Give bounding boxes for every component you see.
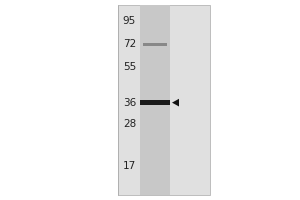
Bar [143, 43, 167, 46]
Text: 17: 17 [123, 161, 136, 171]
Text: 28: 28 [123, 119, 136, 129]
Polygon shape [172, 99, 179, 106]
Text: 95: 95 [123, 16, 136, 26]
Bar [140, 5, 170, 195]
Text: m.heart: m.heart [131, 0, 178, 2]
Bar [140, 100, 170, 105]
Text: 55: 55 [123, 62, 136, 72]
Text: 36: 36 [123, 98, 136, 108]
Bar [118, 5, 210, 195]
Text: 72: 72 [123, 39, 136, 49]
